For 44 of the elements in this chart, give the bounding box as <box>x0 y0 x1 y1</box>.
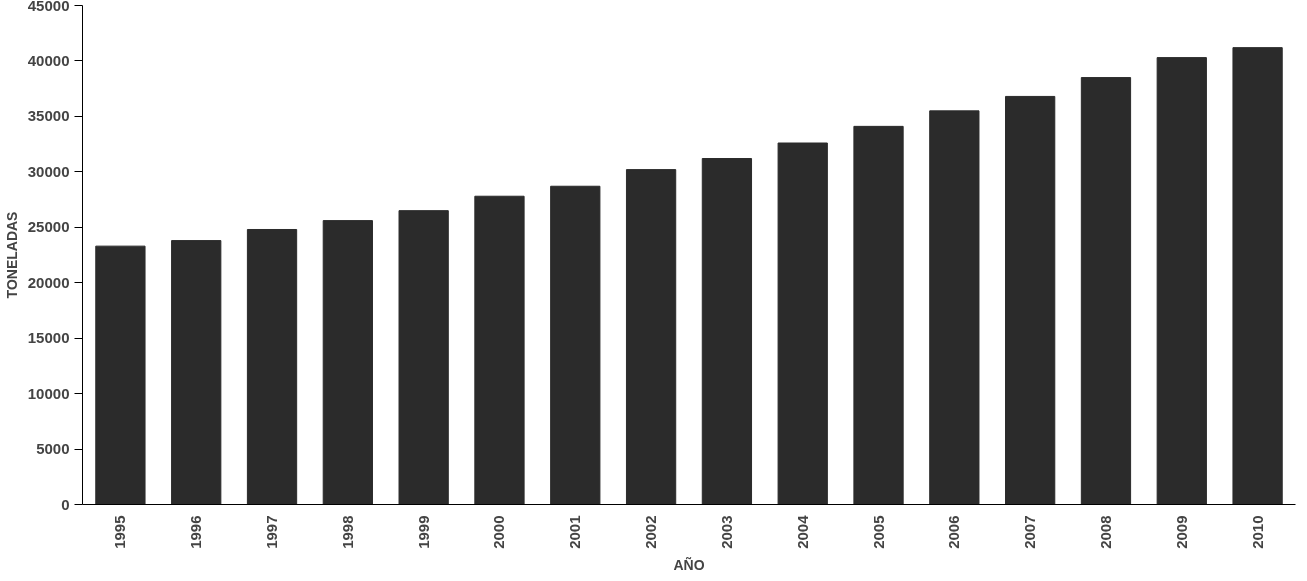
x-tick-label: 2008 <box>1096 515 1114 549</box>
y-tick-label: 30000 <box>27 162 70 180</box>
bar <box>1080 77 1132 505</box>
x-tick-label: 2000 <box>490 515 508 549</box>
bar <box>1005 95 1056 505</box>
x-tick-label: 2002 <box>642 515 660 549</box>
x-tick-label: 2003 <box>717 515 735 549</box>
x-tick-label: 2006 <box>945 515 963 549</box>
bar <box>777 142 828 505</box>
y-tick-label: 40000 <box>27 51 70 69</box>
bar <box>322 220 373 505</box>
bar <box>474 195 525 505</box>
y-tick-label: 15000 <box>27 329 70 347</box>
bar <box>853 125 904 505</box>
y-tick-label: 35000 <box>27 107 70 125</box>
y-tick-label: 5000 <box>36 440 70 458</box>
x-tick-label: 2009 <box>1172 515 1190 549</box>
bar <box>1232 47 1283 505</box>
x-tick-label: 2004 <box>793 514 811 549</box>
bar <box>1156 57 1207 505</box>
x-tick-label: 2010 <box>1248 515 1266 549</box>
x-tick-label: 2005 <box>869 515 887 549</box>
bar <box>171 240 222 505</box>
x-tick-label: 2007 <box>1021 515 1039 549</box>
y-tick-label: 25000 <box>27 218 70 236</box>
bar <box>929 110 980 505</box>
x-tick-label: 2001 <box>566 515 584 549</box>
y-tick-label: 0 <box>61 495 70 513</box>
bar <box>625 169 677 505</box>
x-axis-title: AÑO <box>673 555 705 573</box>
x-tick-label: 1999 <box>414 515 432 549</box>
bar <box>550 185 601 505</box>
bar <box>95 245 146 505</box>
y-tick-label: 10000 <box>27 384 70 402</box>
y-tick-label: 20000 <box>27 273 70 291</box>
x-tick-label: 1997 <box>263 515 281 549</box>
y-axis-title: TONELADAS <box>3 211 20 299</box>
bar <box>398 210 449 505</box>
x-tick-label: 1998 <box>338 515 356 549</box>
x-tick-label: 1996 <box>187 515 205 549</box>
bar <box>246 229 298 505</box>
x-tick-label: 1995 <box>111 515 129 549</box>
bar <box>701 158 753 505</box>
y-tick-label: 45000 <box>27 0 70 14</box>
